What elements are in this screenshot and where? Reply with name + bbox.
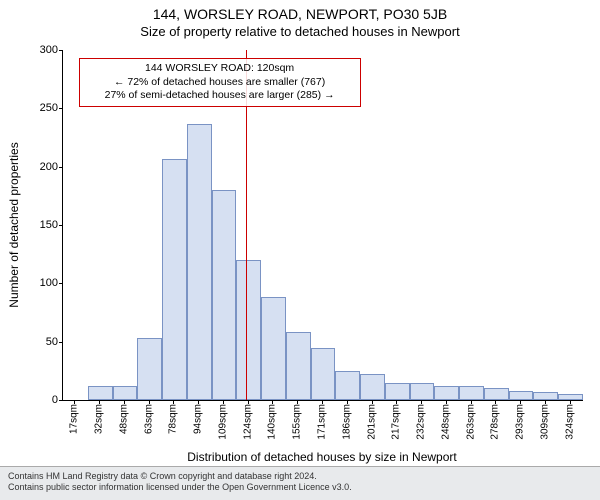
x-tick-label: 278sqm — [490, 404, 501, 440]
footer-line-1: Contains HM Land Registry data © Crown c… — [8, 471, 592, 483]
histogram-bar — [311, 348, 336, 401]
y-tick-mark — [59, 50, 63, 51]
x-tick-label: 293sqm — [515, 404, 526, 440]
annotation-line: ← 72% of detached houses are smaller (76… — [86, 76, 354, 90]
histogram-bar — [509, 391, 534, 400]
x-tick-label: 32sqm — [94, 404, 105, 434]
histogram-bar — [385, 383, 410, 401]
histogram-bar — [434, 386, 459, 400]
page-subtitle: Size of property relative to detached ho… — [0, 22, 600, 39]
annotation-line: 144 WORSLEY ROAD: 120sqm — [86, 62, 354, 76]
histogram-bar — [162, 159, 187, 401]
footer-line-2: Contains public sector information licen… — [8, 482, 592, 494]
x-tick-label: 63sqm — [143, 404, 154, 434]
x-tick-label: 171sqm — [317, 404, 328, 440]
annotation-line: 27% of semi-detached houses are larger (… — [86, 89, 354, 103]
x-tick-label: 309sqm — [539, 404, 550, 440]
histogram-bar — [261, 297, 286, 400]
histogram-bar — [236, 260, 261, 400]
x-tick-label: 217sqm — [391, 404, 402, 440]
x-axis-label: Distribution of detached houses by size … — [187, 450, 456, 464]
y-tick-label: 50 — [28, 336, 58, 348]
chart-area: Number of detached properties 144 WORSLE… — [62, 50, 582, 400]
x-tick-label: 109sqm — [217, 404, 228, 440]
y-tick-label: 100 — [28, 277, 58, 289]
histogram-bar — [187, 124, 212, 401]
y-tick-label: 250 — [28, 102, 58, 114]
histogram-bar — [410, 383, 435, 401]
histogram-bar — [533, 392, 558, 400]
histogram-bar — [212, 190, 237, 400]
histogram-bar — [484, 388, 509, 400]
histogram-bar — [360, 374, 385, 400]
x-tick-label: 17sqm — [69, 404, 80, 434]
histogram-bar — [88, 386, 113, 400]
x-tick-label: 201sqm — [366, 404, 377, 440]
x-tick-label: 78sqm — [168, 404, 179, 434]
x-tick-label: 48sqm — [118, 404, 129, 434]
x-tick-label: 94sqm — [193, 404, 204, 434]
histogram-bar — [137, 338, 162, 400]
page-container: 144, WORSLEY ROAD, NEWPORT, PO30 5JB Siz… — [0, 0, 600, 500]
histogram-bar — [335, 371, 360, 400]
y-tick-label: 300 — [28, 44, 58, 56]
x-tick-label: 263sqm — [465, 404, 476, 440]
histogram-bar — [286, 332, 311, 400]
annotation-box: 144 WORSLEY ROAD: 120sqm← 72% of detache… — [79, 58, 361, 107]
x-tick-label: 140sqm — [267, 404, 278, 440]
y-tick-label: 150 — [28, 219, 58, 231]
y-tick-mark — [59, 108, 63, 109]
x-tick-label: 124sqm — [242, 404, 253, 440]
x-tick-label: 324sqm — [564, 404, 575, 440]
footer: Contains HM Land Registry data © Crown c… — [0, 466, 600, 500]
y-tick-mark — [59, 400, 63, 401]
y-tick-mark — [59, 167, 63, 168]
x-tick-label: 186sqm — [341, 404, 352, 440]
x-tick-label: 155sqm — [292, 404, 303, 440]
y-axis-label: Number of detached properties — [7, 142, 21, 307]
histogram-bar — [558, 394, 583, 400]
plot-region: 144 WORSLEY ROAD: 120sqm← 72% of detache… — [62, 50, 583, 401]
x-tick-label: 232sqm — [416, 404, 427, 440]
y-tick-label: 200 — [28, 161, 58, 173]
y-tick-mark — [59, 283, 63, 284]
y-tick-mark — [59, 225, 63, 226]
histogram-bar — [113, 386, 138, 400]
y-tick-mark — [59, 342, 63, 343]
histogram-bar — [459, 386, 484, 400]
x-tick-label: 248sqm — [440, 404, 451, 440]
page-title: 144, WORSLEY ROAD, NEWPORT, PO30 5JB — [0, 0, 600, 22]
y-tick-label: 0 — [28, 394, 58, 406]
